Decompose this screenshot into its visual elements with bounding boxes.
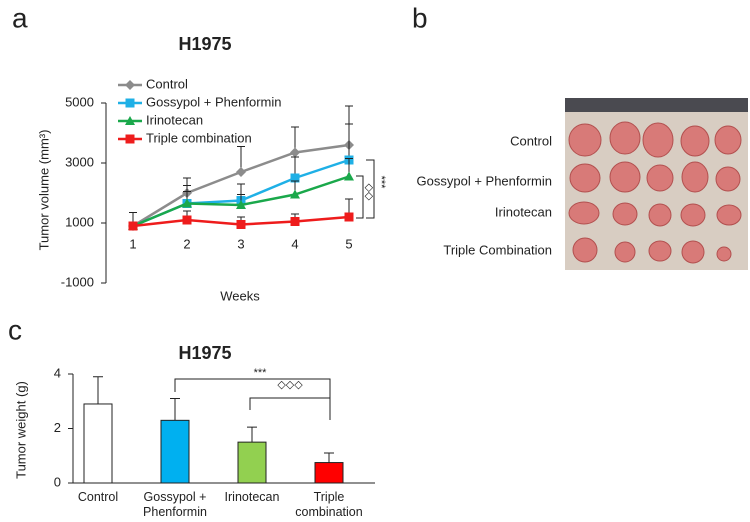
annotation: *** [375,176,387,190]
panel-label: a [12,2,28,33]
y-tick-label: 1000 [65,214,94,229]
chart-title: H1975 [178,34,231,54]
significance-brackets [174,159,375,420]
data-point [236,200,246,209]
legend-marker [125,80,135,90]
data-point [236,167,246,177]
y-tick-label: 4 [54,365,61,380]
y-tick-label: -1000 [61,274,94,289]
x-tick-label: Triple combination [295,490,363,519]
bar [160,419,190,484]
error-bar [170,398,180,421]
x-tick-label: 2 [183,236,190,251]
y-tick-label: 0 [54,474,61,489]
data-point [182,215,192,225]
legend-marker [125,134,135,144]
error-bar [93,376,103,404]
x-tick-label: Control [77,490,119,504]
chart-title: H1975 [178,343,231,363]
bar [237,441,267,484]
y-tick-label: 5000 [65,94,94,109]
panel-label: b [412,2,428,33]
legend-label: Gossypol + Phenformin [146,94,281,109]
data-point [290,217,300,226]
error-bar [345,123,353,160]
photo-row-label: Triple Combination [443,242,552,257]
x-tick-label: Gossypol + Phenformin [143,490,207,519]
x-tick-label: 1 [129,236,136,251]
x-tick-label: 3 [237,236,244,251]
bar [314,462,344,484]
data-point [236,220,246,229]
photo-row-label: Gossypol + Phenformin [417,173,552,188]
panel-label: c [8,314,22,345]
y-tick-label: 2 [54,420,61,435]
y-axis-label: Tumor volume (mm³) [36,130,51,251]
data-point [290,147,300,158]
legend-label: Irinotecan [146,112,203,127]
x-tick-label: 4 [291,236,298,251]
annotation: *** [254,367,268,379]
y-axis-label: Tumor weight (g) [13,381,28,479]
legend-label: Triple combination [146,130,252,145]
x-tick-label: Irinotecan [224,490,280,504]
data-point [344,171,354,181]
error-bar [324,452,334,463]
error-bar [247,426,257,443]
data-point [344,212,354,222]
annotation: ◇◇◇ [277,379,303,391]
photo-row-label: Irinotecan [495,204,552,219]
photo-row-label: Control [510,133,552,148]
legend-marker [125,98,135,108]
y-tick-label: 3000 [65,154,94,169]
data-point [128,221,138,231]
annotation: ◇◇ [363,184,375,201]
x-axis-label: Weeks [220,288,260,303]
data-point [290,189,300,199]
legend-marker [125,116,135,125]
x-tick-label: 5 [345,236,352,251]
data-point [182,198,192,208]
tumor-photo [565,98,748,270]
legend-label: Control [146,76,188,91]
bar [83,403,113,484]
data-point [290,173,300,183]
